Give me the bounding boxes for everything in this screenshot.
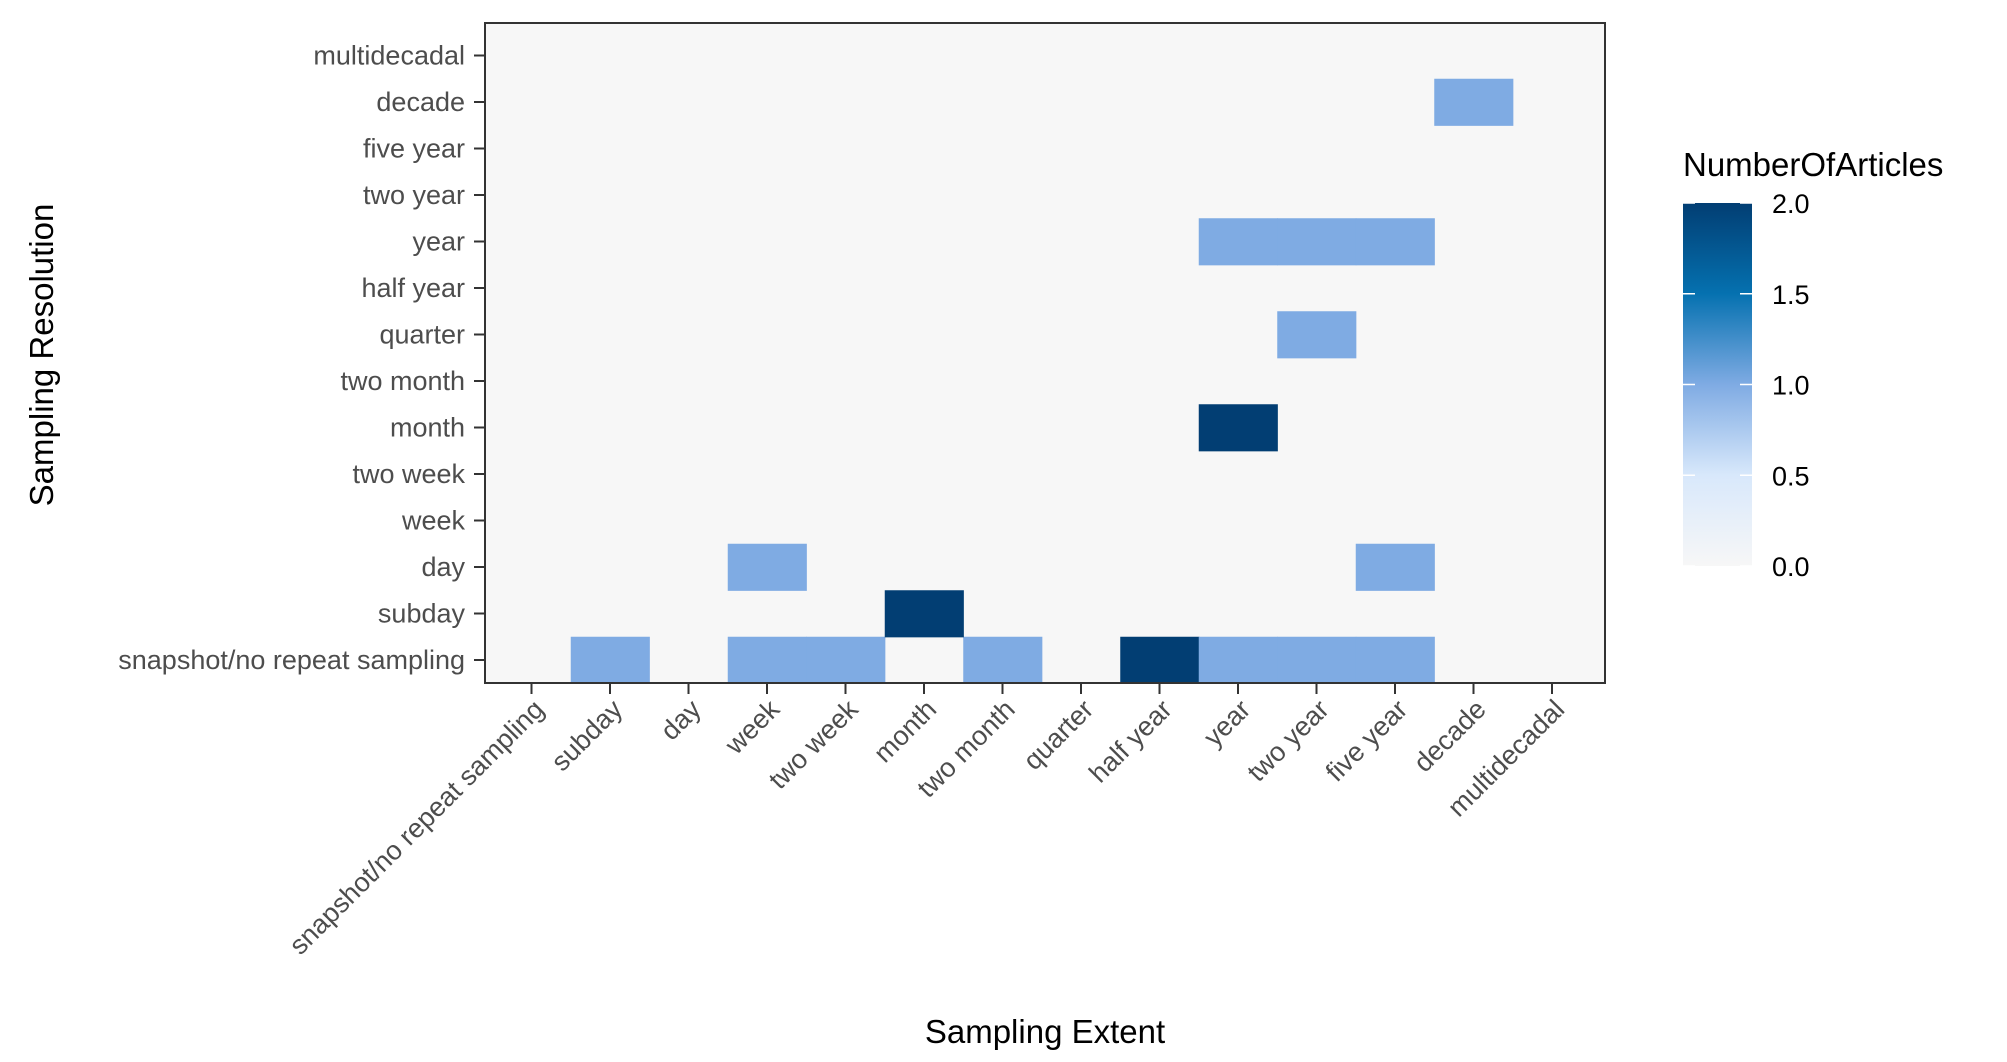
legend-tick-label: 2.0: [1772, 189, 1810, 219]
y-tick-label: two month: [340, 366, 465, 396]
x-tick-label: year: [1198, 694, 1256, 752]
y-tick-label: quarter: [379, 320, 465, 350]
heatmap-cell: [727, 636, 807, 684]
y-tick-label: year: [412, 227, 465, 257]
y-tick-label: snapshot/no repeat sampling: [118, 645, 465, 675]
heatmap-cell: [884, 590, 964, 638]
heatmap-cell: [1277, 218, 1357, 266]
y-tick-label: decade: [376, 87, 465, 117]
legend-tick-label: 0.5: [1772, 461, 1810, 491]
heatmap-cell: [1120, 636, 1200, 684]
y-tick-label: week: [401, 506, 466, 536]
x-tick-label: two year: [1241, 694, 1334, 787]
heatmap-cell: [570, 636, 650, 684]
x-tick-label: month: [868, 694, 942, 768]
heatmap-cell: [1198, 404, 1278, 452]
heatmap-cell: [727, 543, 807, 591]
y-tick-label: five year: [363, 134, 465, 164]
heatmap-cell: [1277, 636, 1357, 684]
heatmap-cell: [1355, 218, 1435, 266]
y-tick-label: two week: [352, 459, 465, 489]
panel-border: [484, 22, 1606, 684]
y-tick-label: multidecadal: [313, 41, 465, 71]
heatmap-cell: [806, 636, 886, 684]
y-tick-label: day: [421, 552, 465, 582]
y-tick-label: month: [390, 413, 465, 443]
x-tick-label: week: [719, 694, 786, 761]
y-tick-label: half year: [361, 273, 465, 303]
y-axis-title: Sampling Resolution: [23, 204, 60, 507]
legend-tick-label: 0.0: [1772, 552, 1810, 582]
y-tick-label: subday: [378, 599, 466, 629]
heatmap-cell: [1198, 636, 1278, 684]
heatmap-cell: [1198, 218, 1278, 266]
heatmap-cell: [1434, 78, 1514, 126]
x-tick-label: snapshot/no repeat sampling: [283, 694, 549, 960]
heatmap-cell: [1277, 311, 1357, 359]
legend-title: NumberOfArticles: [1683, 146, 1943, 183]
heatmap-cell: [963, 636, 1043, 684]
y-tick-label: two year: [363, 180, 465, 210]
legend-tick-label: 1.5: [1772, 280, 1810, 310]
legend-tick-label: 1.0: [1772, 371, 1810, 401]
x-tick-label: five year: [1320, 694, 1413, 787]
x-axis-title: Sampling Extent: [925, 1013, 1165, 1050]
x-tick-label: subday: [545, 694, 628, 777]
heatmap-cell: [1355, 543, 1435, 591]
x-tick-label: half year: [1083, 694, 1177, 788]
heatmap-cell: [1355, 636, 1435, 684]
x-tick-label: day: [655, 694, 707, 746]
